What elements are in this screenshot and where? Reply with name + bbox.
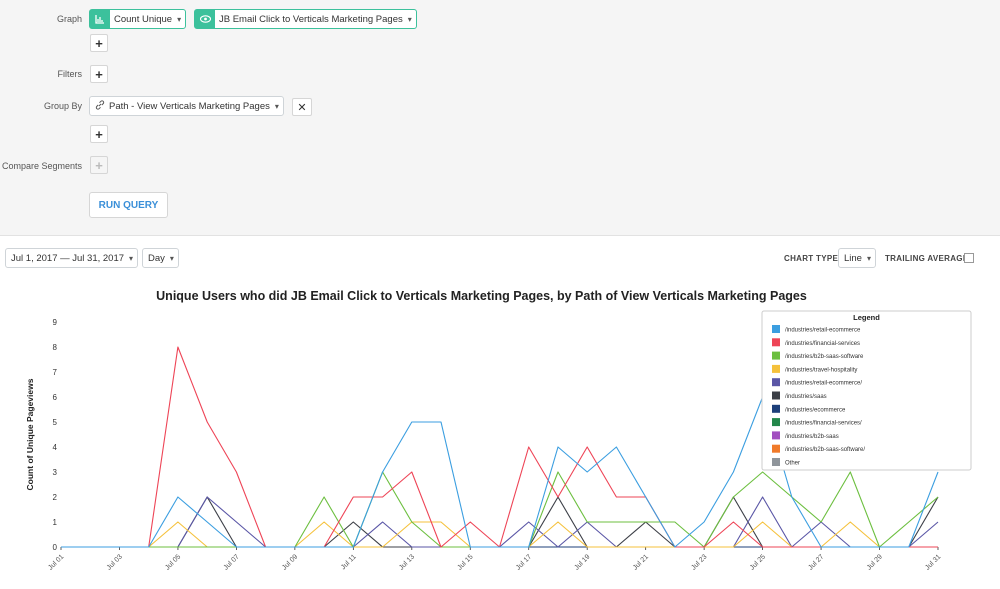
y-tick-label: 0 (53, 543, 58, 552)
legend-box (761, 310, 972, 471)
legend-item: /industries/b2b-saas (785, 434, 839, 440)
event-select[interactable]: JB Email Click to Verticals Marketing Pa… (194, 9, 417, 29)
legend-item: Other (785, 461, 800, 467)
chart-type-value: Line (844, 252, 862, 264)
legend-title: Legend (853, 313, 880, 322)
remove-group-by-button[interactable]: ✕ (292, 98, 312, 116)
x-tick-label: Jul 21 (632, 553, 650, 571)
x-tick-label: Jul 27 (807, 553, 825, 571)
x-tick-label: Jul 29 (866, 553, 884, 571)
y-tick-label: 7 (53, 368, 58, 377)
x-tick-label: Jul 23 (690, 553, 708, 571)
x-tick-label: Jul 17 (515, 553, 533, 571)
legend-swatch (772, 458, 780, 466)
measure-select[interactable]: Count Unique ▾ (89, 9, 187, 29)
legend-swatch (772, 404, 780, 413)
chart-type-select[interactable]: Line ▾ (838, 248, 876, 268)
y-tick-label: 8 (53, 343, 58, 352)
x-tick-label: Jul 05 (164, 553, 182, 571)
legend-swatch (772, 391, 780, 400)
legend-swatch (772, 325, 780, 333)
group-by-select[interactable]: Path - View Verticals Marketing Pages ▾ (89, 96, 284, 116)
y-tick-label: 3 (53, 468, 58, 477)
legend-swatch (772, 351, 780, 360)
x-tick-label: Jul 03 (106, 553, 124, 571)
filters-label: Filters (57, 69, 83, 79)
chevron-down-icon: ▾ (177, 14, 182, 24)
chevron-down-icon: ▾ (169, 253, 174, 263)
x-tick-label: Jul 25 (749, 553, 767, 571)
y-tick-label: 5 (53, 418, 58, 427)
eye-icon (195, 10, 215, 28)
y-tick-label: 9 (53, 318, 58, 327)
legend-swatch (772, 431, 780, 440)
query-builder: Graph Count Unique ▾ JB Email Click to V… (0, 0, 1000, 236)
series-line (61, 521, 938, 548)
x-tick-label: Jul 19 (573, 553, 591, 571)
series-line (61, 471, 939, 548)
legend-item: /industries/retail-ecommerce (785, 328, 861, 334)
y-tick-label: 2 (53, 493, 58, 502)
chevron-down-icon: ▾ (407, 14, 412, 24)
legend-item: /industries/b2b-saas-software (785, 354, 864, 360)
interval-value: Day (148, 252, 165, 264)
x-tick-label: Jul 09 (281, 553, 299, 571)
legend-item: /industries/financial-services (785, 341, 860, 347)
add-segment-button[interactable]: + (90, 156, 108, 174)
link-icon (95, 99, 105, 113)
group-by-label: Group By (43, 101, 82, 111)
date-range-value: Jul 1, 2017 — Jul 31, 2017 (11, 252, 125, 264)
legend-item: /industries/retail-ecommerce/ (785, 381, 862, 387)
graph-label: Graph (56, 14, 82, 24)
x-tick-label: Jul 15 (457, 553, 475, 571)
event-label: JB Email Click to Verticals Marketing Pa… (219, 13, 403, 25)
trailing-average-checkbox[interactable] (964, 253, 974, 263)
interval-select[interactable]: Day ▾ (142, 248, 179, 268)
run-query-button[interactable]: RUN QUERY (89, 192, 168, 218)
add-group-by-button[interactable]: + (90, 125, 108, 143)
chart-title: Unique Users who did JB Email Click to V… (156, 289, 807, 303)
y-tick-label: 1 (53, 518, 58, 527)
series-line (61, 496, 939, 548)
chevron-down-icon: ▾ (129, 253, 134, 263)
legend-item: /industries/financial-services/ (785, 421, 862, 427)
legend-item: /industries/travel-hospitality (785, 367, 857, 373)
legend-swatch (772, 378, 780, 387)
series-line (61, 396, 939, 548)
bar-chart-icon (90, 10, 110, 28)
add-filter-button[interactable]: + (90, 65, 108, 83)
chevron-down-icon: ▾ (274, 101, 279, 111)
x-tick-label: Jul 13 (398, 553, 416, 571)
legend-item: /industries/ecommerce (785, 407, 846, 413)
legend-swatch (772, 418, 780, 427)
y-tick-label: 4 (53, 443, 58, 452)
legend-swatch (772, 364, 780, 373)
legend-item: /industries/saas (785, 394, 827, 400)
legend-swatch (772, 444, 780, 453)
x-tick-label: Jul 01 (47, 553, 65, 571)
compare-segments-label: Compare Segments (1, 161, 82, 171)
measure-label: Count Unique (114, 13, 173, 25)
y-axis-label: Count of Unique Pageviews (25, 378, 35, 490)
x-tick-label: Jul 07 (223, 553, 241, 571)
add-measure-button[interactable]: + (90, 34, 108, 52)
trailing-average-label: TRAILING AVERAGE (885, 254, 969, 263)
series-line (61, 496, 939, 548)
legend-swatch (772, 338, 780, 347)
chart-type-label: CHART TYPE (784, 254, 839, 263)
legend-item: /industries/b2b-saas-software/ (785, 447, 865, 453)
x-tick-label: Jul 11 (340, 553, 358, 571)
y-tick-label: 6 (53, 393, 58, 402)
date-range-select[interactable]: Jul 1, 2017 — Jul 31, 2017 ▾ (5, 248, 139, 268)
series-line (61, 346, 938, 548)
x-tick-label: Jul 31 (924, 553, 942, 571)
chevron-down-icon: ▾ (866, 253, 871, 263)
group-by-value: Path - View Verticals Marketing Pages (109, 100, 270, 112)
